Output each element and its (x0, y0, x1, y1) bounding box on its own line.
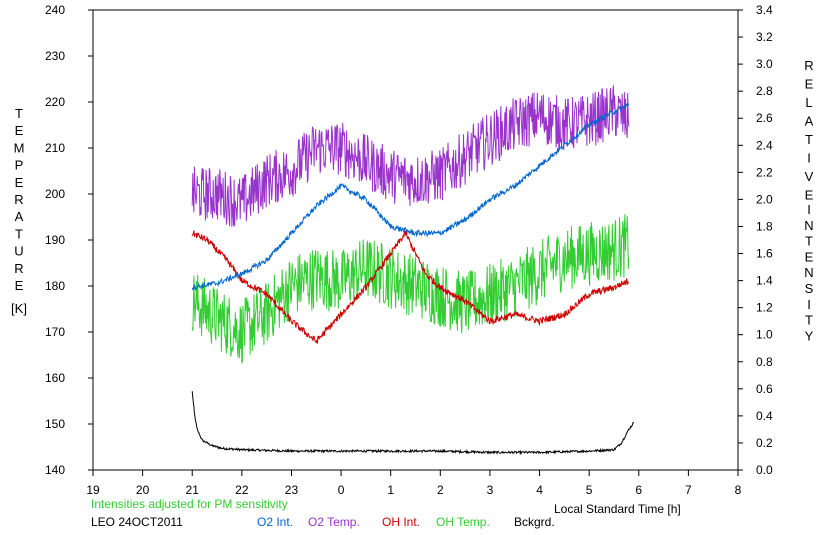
legend-entry: OH Temp. (436, 515, 490, 529)
right-tick-label: 3.0 (756, 57, 773, 71)
right-tick-label: 1.8 (756, 219, 773, 233)
series-line-o2-temp (191, 85, 630, 227)
right-tick-label: 0.8 (756, 355, 773, 369)
x-tick-label: 23 (285, 483, 299, 497)
x-tick-label: 0 (338, 483, 345, 497)
left-tick-label: 150 (45, 417, 65, 431)
left-tick-label: 240 (45, 3, 65, 17)
legend-entry: O2 Int. (257, 515, 293, 529)
series-line-oh-temp (191, 214, 630, 364)
x-tick-label: 20 (136, 483, 150, 497)
right-tick-label: 3.2 (756, 30, 773, 44)
sensitivity-note: Intensities adjusted for PM sensitivity (91, 497, 288, 511)
series-layer (191, 85, 635, 456)
left-tick-label: 200 (45, 187, 65, 201)
legend-entry: O2 Temp. (308, 515, 360, 529)
plot-frame (92, 9, 739, 471)
x-tick-label: 22 (235, 483, 249, 497)
left-tick-label: 170 (45, 325, 65, 339)
right-tick-label: 0.6 (756, 382, 773, 396)
x-tick-label: 3 (487, 483, 494, 497)
left-axis-unit: [K] (11, 301, 27, 316)
right-tick-label: 2.0 (756, 192, 773, 206)
right-tick-label: 0.0 (756, 463, 773, 477)
x-axis: 19 20 21 22 23 0 1 2 3 4 5 6 7 8 (86, 470, 742, 497)
x-tick-label: 4 (536, 483, 543, 497)
legend-entry: OH Int. (382, 515, 420, 529)
right-tick-label: 2.4 (756, 138, 773, 152)
right-tick-label: 2.6 (756, 111, 773, 125)
left-tick-label: 160 (45, 371, 65, 385)
left-axis: 140 150 160 170 180 190 200 210 220 230 240 (45, 3, 93, 477)
right-tick-label: 2.2 (756, 165, 773, 179)
series-line-oh-int (191, 230, 629, 344)
legend: O2 Int. O2 Temp. OH Int. OH Temp. Bckgrd. (257, 515, 555, 529)
left-tick-label: 220 (45, 95, 65, 109)
x-tick-label: 1 (387, 483, 394, 497)
x-tick-label: 19 (86, 483, 100, 497)
left-tick-label: 190 (45, 233, 65, 247)
right-tick-label: 2.8 (756, 84, 773, 98)
x-axis-label: Local Standard Time [h] (554, 502, 681, 516)
left-tick-label: 180 (45, 279, 65, 293)
left-tick-label: 210 (45, 141, 65, 155)
left-tick-label: 140 (45, 463, 65, 477)
x-tick-label: 5 (586, 483, 593, 497)
right-axis: 0.0 0.2 0.4 0.6 0.8 1.0 1.2 1.4 1.6 1.8 2.0 2.2 2.4 2… (738, 3, 773, 477)
right-tick-label: 0.4 (756, 409, 773, 423)
right-tick-label: 1.4 (756, 274, 773, 288)
x-tick-label: 21 (186, 483, 200, 497)
right-tick-label: 3.4 (756, 3, 773, 17)
left-tick-label: 230 (45, 49, 65, 63)
station-label: LEO 24OCT2011 (91, 515, 183, 529)
right-tick-label: 0.2 (756, 436, 773, 450)
x-tick-label: 8 (735, 483, 742, 497)
x-tick-label: 6 (635, 483, 642, 497)
series-line-bckgrd (191, 391, 635, 456)
series-line-o2-int (191, 102, 630, 292)
right-tick-label: 1.0 (756, 328, 773, 342)
x-tick-label: 7 (685, 483, 692, 497)
legend-entry: Bckgrd. (514, 515, 555, 529)
right-tick-label: 1.6 (756, 247, 773, 261)
right-tick-label: 1.2 (756, 301, 773, 315)
x-tick-label: 2 (437, 483, 444, 497)
